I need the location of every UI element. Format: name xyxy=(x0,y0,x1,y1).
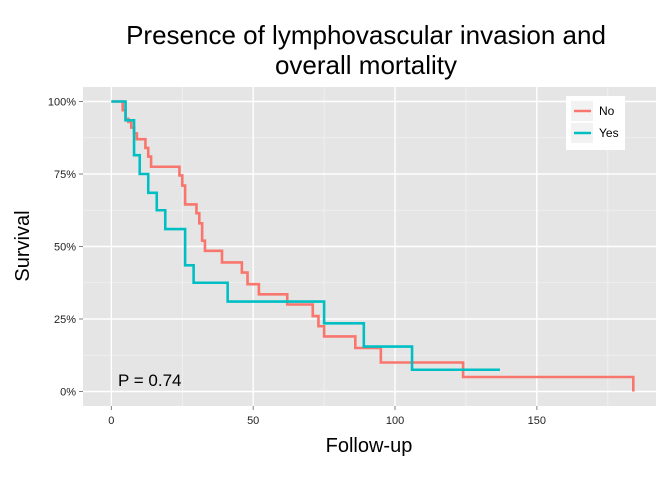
legend-label-no: No xyxy=(599,104,615,118)
x-tick-label: 150 xyxy=(528,415,546,427)
y-tick-label: 100% xyxy=(48,97,76,109)
y-axis-ticks: 0% 25% 50% 75% 100% xyxy=(48,97,83,399)
y-tick-label: 0% xyxy=(60,387,76,399)
x-tick-label: 0 xyxy=(108,415,114,427)
y-axis-title: Survival xyxy=(12,210,34,281)
legend-label-yes: Yes xyxy=(599,126,619,140)
x-axis-ticks: 0 50 100 150 xyxy=(108,406,546,427)
y-tick-label: 25% xyxy=(54,314,76,326)
x-tick-label: 100 xyxy=(386,415,404,427)
chart-title-line-2: overall mortality xyxy=(275,50,457,80)
x-axis-title: Follow-up xyxy=(326,435,413,457)
series-layer xyxy=(111,100,635,392)
y-tick-label: 50% xyxy=(54,242,76,254)
x-tick-label: 50 xyxy=(247,415,259,427)
series-line-yes xyxy=(111,100,500,372)
y-tick-label: 75% xyxy=(54,169,76,181)
p-value-annotation: P = 0.74 xyxy=(118,371,182,390)
legend: No Yes xyxy=(566,96,625,150)
chart-title-line-1: Presence of lymphovascular invasion and xyxy=(126,20,606,50)
